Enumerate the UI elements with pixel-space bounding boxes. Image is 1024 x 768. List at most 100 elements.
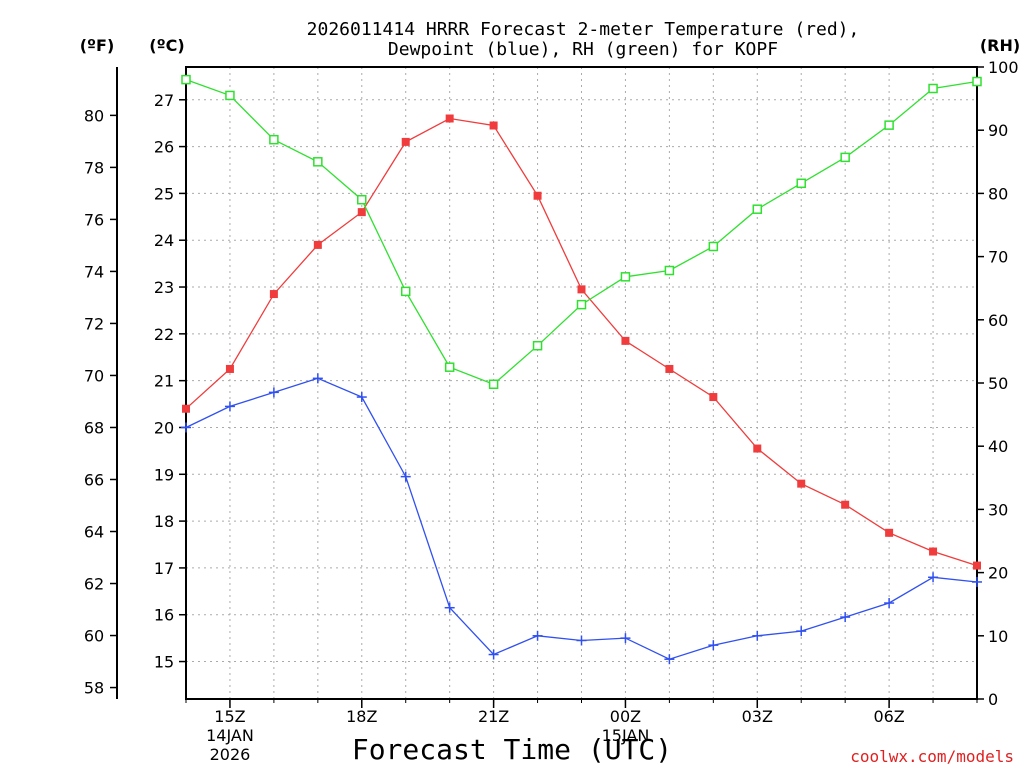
y-c-tick-label: 20: [154, 418, 174, 437]
point-rh: [225, 90, 235, 101]
point-dewpoint: [356, 392, 367, 403]
point-dewpoint: [444, 602, 455, 613]
y-c-tick-label: 18: [154, 512, 174, 531]
point-rh: [664, 265, 675, 276]
credit-text: coolwx.com/models: [850, 747, 1014, 766]
point-temperature: [665, 364, 674, 373]
point-temperature: [182, 404, 190, 413]
point-dewpoint: [488, 649, 499, 660]
point-temperature: [225, 364, 234, 373]
y-c-tick-label: 15: [154, 653, 174, 672]
point-temperature: [357, 208, 366, 217]
y-f-tick-label: 70: [84, 366, 104, 385]
y-f-tick-label: 72: [84, 314, 104, 333]
point-rh: [796, 178, 806, 189]
x-tick-date-label: 14JAN: [206, 726, 254, 745]
point-temperature: [401, 137, 410, 146]
y-c-tick-label: 25: [154, 184, 174, 203]
y-f-tick-label: 68: [84, 418, 104, 437]
y-c-tick-label: 27: [154, 91, 174, 110]
point-rh: [269, 134, 279, 145]
point-temperature: [973, 561, 981, 570]
point-dewpoint: [532, 630, 543, 641]
point-rh: [313, 157, 323, 167]
point-dewpoint: [752, 630, 763, 641]
point-rh: [181, 74, 191, 85]
x-tick-label: 03Z: [742, 707, 773, 726]
point-dewpoint: [576, 635, 587, 646]
y-rh-tick-label: 30: [988, 500, 1008, 519]
x-axis-title: Forecast Time (UTC): [352, 733, 672, 766]
point-rh: [576, 299, 587, 310]
y-rh-tick-label: 20: [988, 564, 1008, 583]
point-temperature: [577, 285, 586, 294]
point-dewpoint: [664, 654, 675, 665]
axes: 15 16 17 18 19 20 21 22 23 24 25 26 27 58 60 62 64 66 68 70…: [84, 58, 1019, 764]
y-f-tick-label: 78: [84, 158, 104, 177]
point-dewpoint: [312, 373, 323, 384]
series-line-temperature: [185, 117, 978, 567]
point-rh: [444, 362, 455, 372]
x-tick-year-label: 2026: [210, 745, 251, 764]
point-temperature: [841, 500, 850, 509]
point-dewpoint: [181, 422, 191, 433]
y-f-tick-label: 58: [84, 679, 104, 698]
y-left-f-unit-label: (ºF): [80, 36, 115, 55]
point-rh: [488, 379, 499, 390]
y-f-tick-label: 80: [84, 106, 104, 125]
point-rh: [752, 204, 763, 214]
y-rh-tick-label: 90: [988, 121, 1008, 140]
point-rh: [357, 194, 367, 205]
y-rh-tick-label: 70: [988, 248, 1008, 267]
point-temperature: [797, 479, 806, 488]
y-rh-tick-label: 60: [988, 311, 1008, 330]
point-rh: [928, 83, 938, 94]
y-c-tick-label: 19: [154, 465, 174, 484]
point-temperature: [753, 444, 762, 453]
x-tick-label: 21Z: [478, 707, 509, 726]
point-dewpoint: [620, 633, 631, 644]
point-dewpoint: [796, 626, 807, 637]
point-dewpoint: [884, 598, 895, 609]
point-dewpoint: [928, 572, 939, 583]
y-rh-tick-label: 80: [988, 184, 1008, 203]
point-rh: [840, 152, 850, 163]
y-rh-tick-label: 0: [988, 690, 998, 709]
chart-title-line1: 2026011414 HRRR Forecast 2-meter Tempera…: [307, 19, 860, 40]
point-dewpoint: [400, 471, 411, 482]
point-rh: [708, 241, 719, 252]
x-tick-label: 15Z: [214, 707, 245, 726]
chart-title-line2: Dewpoint (blue), RH (green) for KOPF: [388, 39, 778, 60]
y-rh-tick-label: 40: [988, 437, 1008, 456]
y-f-tick-label: 74: [84, 262, 104, 281]
y-rh-tick-label: 10: [988, 627, 1008, 646]
y-c-tick-label: 17: [154, 559, 174, 578]
point-dewpoint: [268, 387, 279, 398]
y-c-tick-label: 16: [154, 606, 174, 625]
x-tick-date-label: 15JAN: [602, 726, 650, 745]
point-temperature: [445, 114, 454, 123]
y-c-tick-label: 22: [154, 325, 174, 344]
point-rh: [400, 286, 411, 297]
y-left-c-unit-label: (ºC): [149, 36, 184, 55]
y-rh-tick-label: 50: [988, 374, 1008, 393]
y-c-tick-label: 21: [154, 372, 174, 391]
y-c-tick-label: 26: [154, 138, 174, 157]
x-tick-label: 06Z: [873, 707, 904, 726]
point-dewpoint: [224, 401, 235, 412]
point-rh: [884, 120, 894, 130]
x-tick-label: 18Z: [346, 707, 377, 726]
point-temperature: [929, 547, 938, 556]
point-temperature: [533, 191, 542, 200]
x-tick-label: 00Z: [610, 707, 641, 726]
y-right-rh-unit-label: (RH): [980, 36, 1020, 55]
point-temperature: [885, 528, 894, 537]
point-rh: [972, 76, 982, 87]
y-f-tick-label: 76: [84, 210, 104, 229]
point-dewpoint: [708, 640, 719, 651]
y-f-tick-label: 60: [84, 627, 104, 646]
point-rh: [620, 272, 631, 282]
point-temperature: [313, 240, 322, 249]
point-temperature: [269, 290, 278, 299]
